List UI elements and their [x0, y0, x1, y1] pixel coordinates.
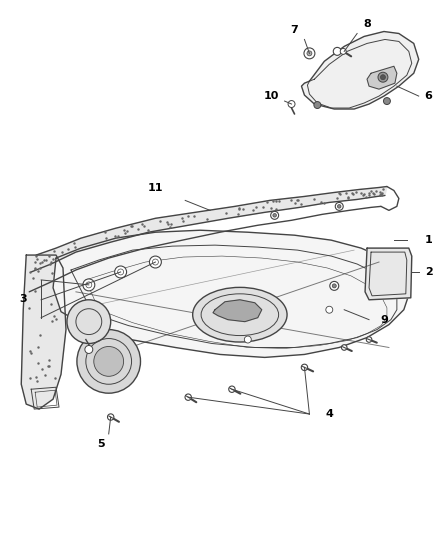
Circle shape — [185, 394, 191, 400]
Circle shape — [271, 212, 279, 219]
Polygon shape — [367, 66, 397, 89]
Circle shape — [115, 266, 127, 278]
Circle shape — [341, 345, 347, 350]
Circle shape — [301, 364, 307, 370]
Circle shape — [149, 256, 161, 268]
Circle shape — [333, 47, 341, 55]
Polygon shape — [301, 31, 419, 109]
Text: 4: 4 — [325, 409, 333, 419]
Circle shape — [94, 346, 124, 376]
Ellipse shape — [193, 287, 287, 342]
Polygon shape — [53, 230, 409, 358]
Polygon shape — [365, 248, 412, 300]
Circle shape — [273, 214, 276, 217]
Circle shape — [229, 386, 235, 392]
Circle shape — [340, 49, 346, 54]
Circle shape — [244, 336, 251, 343]
Circle shape — [77, 329, 141, 393]
Circle shape — [381, 75, 385, 80]
Circle shape — [383, 98, 390, 104]
Text: 5: 5 — [97, 439, 105, 449]
Polygon shape — [21, 255, 66, 409]
Circle shape — [67, 300, 111, 343]
Text: 9: 9 — [380, 314, 388, 325]
Text: 3: 3 — [19, 294, 27, 304]
Circle shape — [314, 102, 321, 109]
Circle shape — [332, 284, 336, 288]
Circle shape — [378, 72, 388, 82]
Circle shape — [337, 205, 341, 208]
Polygon shape — [213, 300, 262, 321]
Circle shape — [326, 306, 333, 313]
Circle shape — [307, 51, 312, 56]
Circle shape — [83, 279, 95, 291]
Text: 1: 1 — [425, 235, 433, 245]
Text: 2: 2 — [425, 267, 433, 277]
Circle shape — [288, 101, 295, 108]
Text: 7: 7 — [291, 25, 298, 35]
Text: 10: 10 — [264, 91, 279, 101]
Circle shape — [107, 414, 114, 420]
Circle shape — [85, 345, 93, 353]
Circle shape — [304, 48, 315, 59]
Circle shape — [330, 281, 339, 290]
Circle shape — [335, 203, 343, 211]
Text: 8: 8 — [363, 19, 371, 29]
Polygon shape — [31, 187, 387, 272]
Circle shape — [366, 337, 372, 342]
Text: 11: 11 — [148, 183, 163, 193]
Text: 6: 6 — [425, 91, 433, 101]
